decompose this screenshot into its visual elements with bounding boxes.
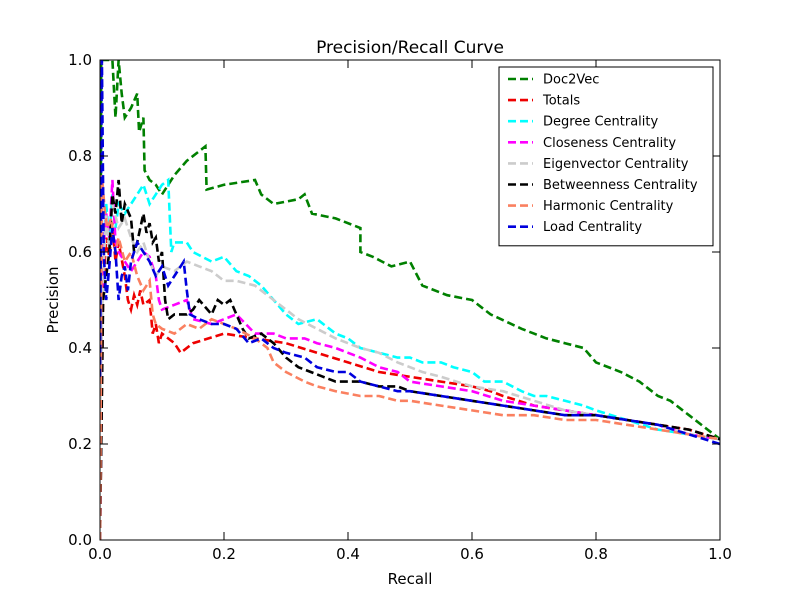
x-tick-label: 0.0 [88, 545, 112, 563]
legend-label: Closeness Centrality [543, 136, 676, 151]
x-tick-label: 0.4 [336, 545, 360, 563]
x-axis-label: Recall [388, 570, 433, 588]
y-tick-label: 1.0 [68, 51, 92, 69]
legend-label: Degree Centrality [543, 115, 658, 130]
y-tick-label: 0.4 [68, 339, 92, 357]
legend-label: Doc2Vec [543, 73, 599, 88]
legend-label: Betweenness Centrality [543, 178, 698, 193]
series-line-load-centrality [100, 60, 720, 446]
legend-label: Harmonic Centrality [543, 199, 674, 214]
legend-label: Totals [542, 94, 580, 109]
y-tick-label: 0.0 [68, 531, 92, 549]
legend-box [498, 66, 714, 247]
x-tick-label: 0.6 [460, 545, 484, 563]
series-line-doc2vec [100, 60, 720, 540]
axes: 0.0 0.2 0.4 0.6 0.8 1.0 0.0 0.2 0.4 0.6 0.8 1.0 [68, 51, 732, 563]
y-tick-label: 0.8 [68, 147, 92, 165]
plot-frame [99, 59, 721, 541]
series-lines [100, 60, 720, 540]
series-line-eigenvector-centrality [100, 203, 720, 441]
series-line-totals [100, 223, 720, 540]
series-line-closeness-centrality [100, 179, 720, 540]
series-line-degree-centrality [100, 177, 720, 540]
x-tick-label: 1.0 [708, 545, 732, 563]
y-tick-label: 0.2 [68, 435, 92, 453]
x-tick-label: 0.8 [584, 545, 608, 563]
legend-label: Load Centrality [543, 220, 642, 235]
x-tick-label: 0.2 [212, 545, 236, 563]
y-axis-label: Precision [44, 267, 62, 334]
chart-title: Precision/Recall Curve [316, 38, 504, 58]
y-tick-label: 0.6 [68, 243, 92, 261]
series-line-harmonic-centrality [100, 175, 720, 540]
legend-label: Eigenvector Centrality [543, 157, 689, 172]
legend: Doc2Vec Totals Degree Centrality Closeness … [498, 66, 714, 247]
